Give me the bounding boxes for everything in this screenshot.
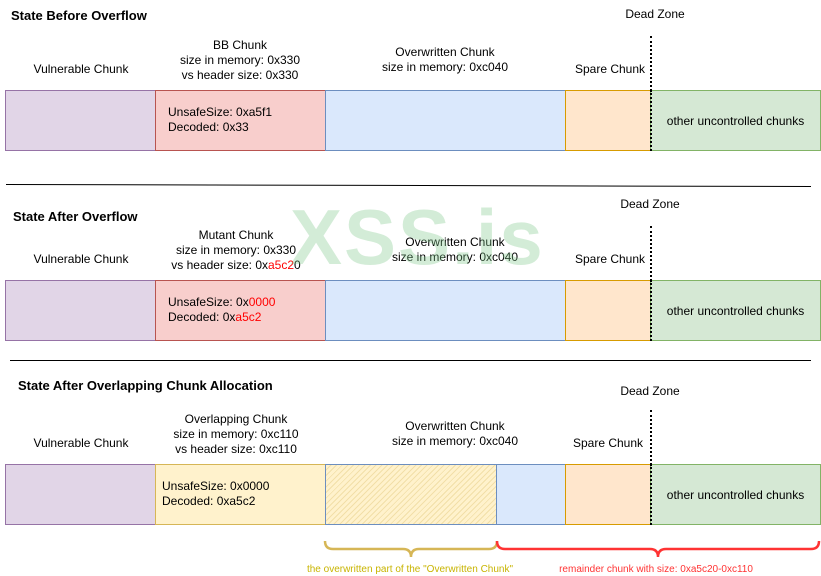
dead-zone-line xyxy=(650,90,652,151)
chunk-name: Mutant Chunk xyxy=(198,228,274,242)
spare-chunk xyxy=(565,464,651,525)
overwritten-chunk-label: Overwritten Chunk size in memory: 0xc040 xyxy=(392,419,518,449)
chunk-header-info: UnsafeSize: 0x0000 Decoded: 0xa5c2 xyxy=(168,295,275,325)
chunk-header-size: vs header size: 0xc110 xyxy=(175,442,297,456)
vulnerable-chunk xyxy=(5,464,156,525)
bb-chunk-label: BB Chunk size in memory: 0x330 vs header… xyxy=(180,38,300,83)
section-divider xyxy=(10,360,811,361)
header-size-mutated: a5c2 xyxy=(268,258,295,272)
unsafe-size: UnsafeSize: 0x0000 xyxy=(162,479,270,493)
chunk-name: Overwritten Chunk xyxy=(405,235,505,249)
spare-chunk xyxy=(565,90,651,151)
chunk-mem-size: size in memory: 0x330 xyxy=(179,53,301,67)
chunk-name: BB Chunk xyxy=(212,38,268,52)
dead-zone-line xyxy=(650,464,652,525)
vulnerable-chunk-label: Vulnerable Chunk xyxy=(33,62,129,76)
chunk-mem-size: size in memory: 0xc040 xyxy=(381,60,509,74)
unsafe-size: UnsafeSize: 0xa5f1 xyxy=(168,105,273,119)
mutant-chunk: UnsafeSize: 0x0000 Decoded: 0xa5c2 xyxy=(155,280,326,341)
chunk-header-info: UnsafeSize: 0x0000 Decoded: 0xa5c2 xyxy=(162,479,269,509)
header-size-suffix: 0 xyxy=(294,258,301,272)
remainder-caption: remainder chunk with size: 0xa5c20-0xc11… xyxy=(559,564,753,575)
spare-chunk-label: Spare Chunk xyxy=(574,62,646,76)
decoded-mutated: a5c2 xyxy=(235,310,262,324)
dead-zone-label: Dead Zone xyxy=(620,384,680,398)
overwritten-chunk xyxy=(325,280,566,341)
decoded-size: Decoded: 0xa5c2 xyxy=(168,310,275,325)
spare-chunk-label: Spare Chunk xyxy=(572,436,644,450)
chunk-name: Overwritten Chunk xyxy=(405,419,505,433)
overwritten-part-caption: the overwritten part of the "Overwritten… xyxy=(306,564,514,575)
decoded-size: Decoded: 0xa5c2 xyxy=(162,494,256,508)
section-title: State After Overlapping Chunk Allocation xyxy=(18,378,273,393)
mutant-chunk-label: Mutant Chunk size in memory: 0x330 vs he… xyxy=(171,228,300,273)
unsafe-size-prefix: UnsafeSize: 0x xyxy=(168,295,249,309)
bb-chunk: UnsafeSize: 0xa5f1 Decoded: 0x33 xyxy=(155,90,326,151)
chunk-name: Overwritten Chunk xyxy=(395,45,495,59)
remainder-brace xyxy=(495,540,821,558)
chunk-mem-size: size in memory: 0xc110 xyxy=(173,427,299,441)
other-chunks-label: other uncontrolled chunks xyxy=(666,487,805,502)
overwritten-chunk-label: Overwritten Chunk size in memory: 0xc040 xyxy=(382,45,508,75)
vulnerable-chunk xyxy=(5,90,156,151)
other-chunks: other uncontrolled chunks xyxy=(650,464,821,525)
other-chunks-label: other uncontrolled chunks xyxy=(666,303,805,318)
vulnerable-chunk-label: Vulnerable Chunk xyxy=(33,252,129,266)
other-chunks: other uncontrolled chunks xyxy=(650,280,821,341)
overwritten-chunk xyxy=(325,90,566,151)
other-chunks: other uncontrolled chunks xyxy=(650,90,821,151)
unsafe-size: UnsafeSize: 0x0000 xyxy=(168,295,275,310)
chunk-header-size: vs header size: 0x330 xyxy=(181,68,299,82)
dead-zone-line xyxy=(650,280,652,341)
decoded-prefix: Decoded: 0x xyxy=(168,310,236,324)
dead-zone-label: Dead Zone xyxy=(620,197,680,211)
chunk-mem-size: size in memory: 0xc040 xyxy=(391,434,519,448)
chunk-mem-size: size in memory: 0x330 xyxy=(175,243,297,257)
vulnerable-chunk xyxy=(5,280,156,341)
vulnerable-chunk-label: Vulnerable Chunk xyxy=(33,436,129,450)
overwritten-chunk-label: Overwritten Chunk size in memory: 0xc040 xyxy=(392,235,518,265)
chunk-name: Overlapping Chunk xyxy=(184,412,288,426)
section-title: State After Overflow xyxy=(13,209,138,224)
header-size-prefix: vs header size: 0x xyxy=(171,258,268,272)
overwritten-part xyxy=(325,464,497,525)
chunk-mem-size: size in memory: 0xc040 xyxy=(391,250,519,264)
chunk-header-info: UnsafeSize: 0xa5f1 Decoded: 0x33 xyxy=(168,105,272,135)
dead-zone-label: Dead Zone xyxy=(625,7,685,21)
decoded-size: Decoded: 0x33 xyxy=(168,120,249,134)
section-title: State Before Overflow xyxy=(11,8,147,23)
spare-chunk xyxy=(565,280,651,341)
overlapping-chunk: UnsafeSize: 0x0000 Decoded: 0xa5c2 xyxy=(155,464,326,525)
spare-chunk-label: Spare Chunk xyxy=(574,252,646,266)
overwritten-part-brace xyxy=(323,540,499,558)
chunk-header-size: vs header size: 0xa5c20 xyxy=(171,258,300,273)
other-chunks-label: other uncontrolled chunks xyxy=(666,113,805,128)
unsafe-size-mutated: 0000 xyxy=(248,295,276,309)
overlapping-chunk-label: Overlapping Chunk size in memory: 0xc110… xyxy=(173,412,298,457)
